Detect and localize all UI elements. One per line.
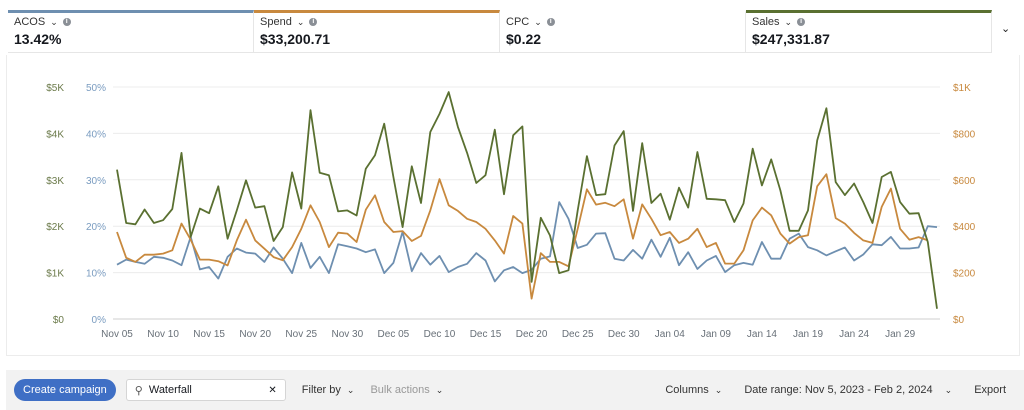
chevron-down-icon[interactable]: ⌄: [534, 16, 542, 27]
x-tick-label: Dec 10: [424, 329, 456, 340]
y-tick-label-acos: 10%: [86, 269, 106, 280]
filter-by-label: Filter by: [301, 384, 341, 396]
columns-label: Columns: [665, 384, 709, 396]
metric-card-sales[interactable]: Sales ⌄ i $247,331.87: [746, 10, 992, 52]
y-tick-label-spend: $200: [953, 269, 976, 280]
filter-by-dropdown[interactable]: Filter by ⌄: [302, 384, 355, 396]
x-tick-label: Nov 20: [239, 329, 271, 340]
metric-card-cpc[interactable]: CPC ⌄ i $0.22: [500, 10, 746, 52]
expand-metrics-chevron-icon[interactable]: ⌄: [1001, 23, 1011, 35]
x-tick-label: Jan 04: [655, 329, 685, 340]
x-tick-label: Dec 15: [470, 329, 502, 340]
x-tick-label: Nov 05: [101, 329, 133, 340]
columns-dropdown[interactable]: Columns ⌄: [665, 384, 722, 396]
y-tick-label-spend: $600: [953, 176, 976, 187]
chevron-down-icon[interactable]: ⌄: [784, 16, 793, 27]
bulk-actions-label: Bulk actions: [370, 384, 430, 396]
search-input[interactable]: ⚲ Waterfall ✕: [125, 379, 286, 401]
y-tick-label-spend: $400: [953, 222, 976, 233]
x-tick-label: Jan 29: [885, 329, 915, 340]
y-tick-label-sales: $0: [53, 315, 65, 326]
metric-value: $247,331.87: [752, 31, 830, 47]
metric-card-acos[interactable]: ACOS ⌄ i 13.42%: [8, 10, 254, 52]
metric-cards: ACOS ⌄ i 13.42% Spend ⌄ i $33,200.71 CPC ⌄ i $…: [8, 10, 992, 53]
bulk-actions-dropdown[interactable]: Bulk actions ⌄: [370, 384, 443, 396]
y-tick-label-acos: 20%: [86, 222, 106, 233]
metric-label: Sales: [752, 16, 780, 28]
line-chart: $0 0% $0 $1K 10% $200 $2K 20% $400 $3K 30% $600 $4K 4…: [46, 83, 976, 340]
info-icon[interactable]: i: [797, 18, 806, 26]
x-tick-label: Jan 09: [701, 329, 731, 340]
series-line-acos: [116, 201, 938, 283]
toolbar: Create campaign ⚲ Waterfall ✕ Filter by ⌄…: [6, 370, 1024, 410]
y-tick-label-sales: $2K: [46, 222, 64, 233]
chevron-down-icon: ⌄: [435, 384, 444, 395]
x-tick-label: Nov 15: [193, 329, 225, 340]
info-icon[interactable]: i: [546, 18, 555, 26]
chevron-down-icon: ⌄: [944, 384, 953, 395]
metric-label: ACOS: [14, 16, 46, 28]
metric-value: $33,200.71: [260, 31, 331, 47]
x-tick-label: Nov 25: [285, 329, 317, 340]
series-line-spend: [116, 173, 929, 300]
x-tick-label: Dec 05: [378, 329, 410, 340]
chevron-down-icon[interactable]: ⌄: [50, 16, 58, 27]
metric-card-spend[interactable]: Spend ⌄ i $33,200.71: [254, 10, 500, 52]
x-tick-label: Dec 25: [562, 329, 594, 340]
y-tick-label-acos: 30%: [86, 176, 106, 187]
y-tick-label-sales: $3K: [46, 176, 64, 187]
x-tick-label: Jan 24: [839, 329, 869, 340]
date-range-label: Date range: Nov 5, 2023 - Feb 2, 2024: [744, 384, 933, 396]
x-tick-label: Jan 19: [793, 329, 823, 340]
y-tick-label-acos: 40%: [86, 129, 106, 140]
y-tick-label-sales: $1K: [46, 269, 64, 280]
search-icon: ⚲: [134, 384, 143, 397]
y-tick-label-spend: $0: [953, 315, 965, 326]
y-tick-label-spend: $800: [953, 129, 976, 140]
y-tick-label-acos: 0%: [92, 315, 107, 326]
chevron-down-icon[interactable]: ⌄: [296, 16, 305, 27]
chevron-down-icon: ⌄: [714, 384, 723, 395]
x-tick-label: Dec 20: [516, 329, 548, 340]
y-tick-label-spend: $1K: [953, 83, 971, 94]
search-value[interactable]: Waterfall: [148, 384, 192, 396]
clear-icon[interactable]: ✕: [268, 384, 277, 396]
x-tick-label: Nov 30: [331, 329, 363, 340]
chevron-down-icon: ⌄: [346, 384, 355, 395]
x-tick-label: Jan 14: [747, 329, 777, 340]
metric-label: Spend: [260, 16, 292, 28]
metric-label: CPC: [506, 16, 530, 28]
info-icon[interactable]: i: [62, 18, 71, 26]
series-line-sales: [116, 91, 938, 309]
y-tick-label-sales: $4K: [46, 129, 64, 140]
x-tick-label: Nov 10: [147, 329, 179, 340]
export-button[interactable]: Export: [974, 384, 1006, 396]
date-range-dropdown[interactable]: Date range: Nov 5, 2023 - Feb 2, 2024 ⌄: [744, 384, 952, 396]
metric-value: 13.42%: [14, 31, 62, 47]
chart-panel: [6, 55, 1020, 356]
create-campaign-button[interactable]: Create campaign: [14, 379, 116, 401]
x-tick-label: Dec 30: [608, 329, 640, 340]
metric-value: $0.22: [506, 31, 542, 47]
info-icon[interactable]: i: [309, 18, 318, 26]
y-tick-label-sales: $5K: [46, 83, 64, 94]
y-tick-label-acos: 50%: [86, 83, 106, 94]
